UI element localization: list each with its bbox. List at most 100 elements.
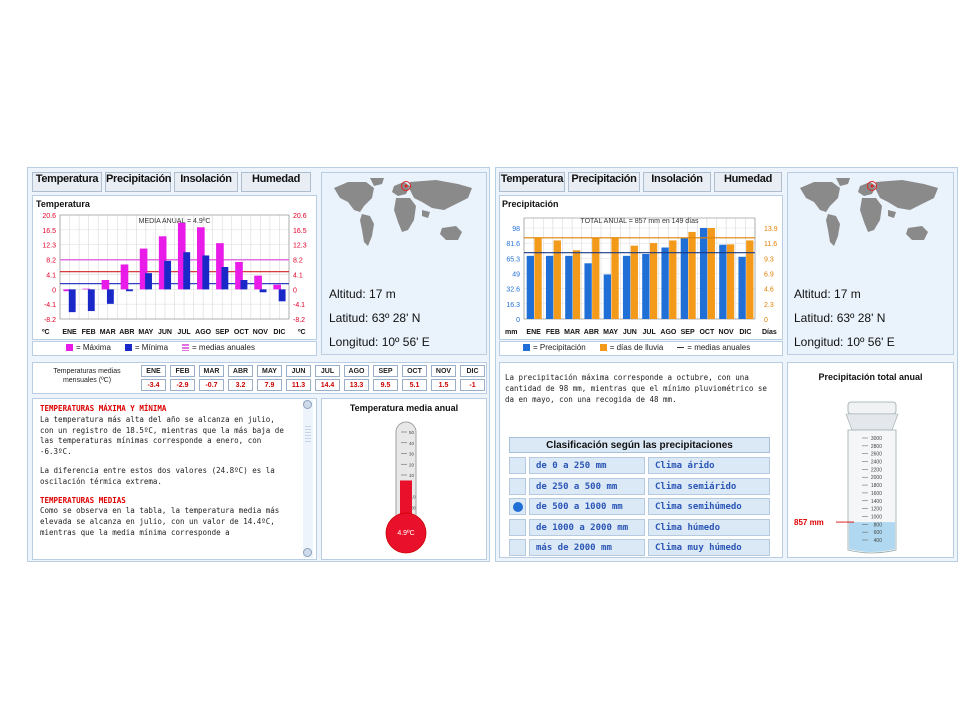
map-landmass bbox=[800, 182, 840, 212]
plot-frame bbox=[59, 214, 290, 320]
world-map bbox=[326, 176, 482, 254]
table-month-value: 3.2 bbox=[228, 379, 253, 391]
tab-temperatura[interactable]: Temperatura bbox=[32, 172, 102, 192]
bar-minima bbox=[68, 289, 76, 313]
table-month-value: 13.3 bbox=[344, 379, 369, 391]
map-landmass bbox=[334, 182, 374, 212]
classification-climate: Clima semihúmedo bbox=[648, 498, 770, 515]
table-month-header: ABR bbox=[228, 365, 253, 377]
gauge-tick-label: 800 bbox=[874, 522, 883, 528]
classification-radio[interactable] bbox=[509, 518, 526, 536]
x-tick-label: JUL bbox=[643, 329, 657, 336]
tab-precipitacion-right[interactable]: Precipitación bbox=[568, 172, 640, 192]
altitude-label-right: Altitud: 17 m bbox=[794, 287, 861, 301]
map-landmass bbox=[370, 178, 384, 186]
longitude-label-right: Longitud: 10º 56' E bbox=[794, 335, 895, 349]
heading-max-min: TEMPERATURAS MÁXIMA Y MÍNIMA bbox=[40, 404, 167, 413]
paragraph-max-min: La temperatura más alta del año se alcan… bbox=[40, 414, 284, 457]
bar-dias-lluvia bbox=[649, 243, 658, 319]
precipitation-legend-items: = Precipitación = días de lluvia = media… bbox=[523, 343, 750, 352]
x-tick-label: MAY bbox=[603, 329, 618, 336]
classification-radio[interactable] bbox=[509, 498, 526, 515]
thermometer-bulb bbox=[385, 512, 427, 554]
bar-dias-lluvia bbox=[726, 244, 735, 319]
x-tick-label: JUL bbox=[177, 329, 191, 336]
tab-temperatura-right[interactable]: Temperatura bbox=[499, 172, 565, 192]
y-tick-right: 12.3 bbox=[293, 243, 307, 250]
monthly-table-label: Temperaturas medias mensuales (ºC) bbox=[53, 368, 121, 384]
y-tick-right: 0 bbox=[764, 317, 768, 324]
x-tick-label: MAY bbox=[138, 329, 153, 336]
precipitation-chart-title: Precipitación bbox=[502, 199, 559, 209]
tab-insolacion[interactable]: Insolación bbox=[174, 172, 238, 192]
bar-precipitacion bbox=[661, 247, 669, 319]
table-month-header: SEP bbox=[373, 365, 398, 377]
legend-dias-lluvia: = días de lluvia bbox=[599, 343, 663, 352]
bar-precipitacion bbox=[642, 254, 650, 319]
gauge-tick-label: 1400 bbox=[871, 499, 882, 505]
map-landmass bbox=[422, 210, 430, 218]
temperature-legend bbox=[32, 341, 317, 356]
map-landmass bbox=[860, 198, 882, 232]
classification-radio[interactable] bbox=[509, 539, 526, 556]
precipitation-legend bbox=[499, 341, 783, 356]
y-unit-left: mm bbox=[505, 329, 517, 336]
classification-range: más de 2000 mm bbox=[529, 539, 645, 556]
gauge-tick-label: 2200 bbox=[871, 467, 882, 473]
bar-minima bbox=[240, 280, 248, 290]
scroll-thumb[interactable] bbox=[305, 426, 311, 442]
y-tick-right: 11.6 bbox=[764, 241, 777, 248]
tab-insolacion-right[interactable]: Insolación bbox=[643, 172, 711, 192]
classification-title: Clasificación según las precipitaciones bbox=[509, 437, 770, 453]
table-month-header: FEB bbox=[170, 365, 195, 377]
gauge-tick-label: 2600 bbox=[871, 452, 882, 458]
bar-dias-lluvia bbox=[669, 240, 677, 319]
x-tick-label: ABR bbox=[584, 329, 599, 336]
thermometer: 50403020100-10-20-304.9ºC bbox=[385, 421, 427, 554]
map-landmass bbox=[360, 214, 374, 246]
legend-precipitacion: = Precipitación bbox=[523, 343, 586, 352]
classification-climate: Clima árido bbox=[648, 457, 770, 474]
gauge-tick-label: 1200 bbox=[871, 507, 882, 513]
bar-minima bbox=[278, 289, 286, 302]
text-scrollbar[interactable] bbox=[303, 400, 313, 558]
classification-radio[interactable] bbox=[509, 477, 526, 495]
y-tick-left: 49 bbox=[512, 272, 520, 279]
x-tick-label: OCT bbox=[699, 329, 715, 336]
bar-precipitacion bbox=[680, 238, 689, 319]
table-month-value: 5.1 bbox=[402, 379, 427, 391]
legend-medias: = medias anuales bbox=[182, 343, 255, 352]
plot-frame bbox=[523, 217, 756, 320]
table-month-header: OCT bbox=[402, 365, 427, 377]
y-tick-left: 0 bbox=[52, 287, 56, 294]
tab-humedad[interactable]: Humedad bbox=[241, 172, 311, 192]
y-tick-left: 65.3 bbox=[506, 256, 520, 263]
bar-maxima bbox=[216, 243, 224, 290]
x-tick-label: JUN bbox=[158, 329, 172, 336]
y-tick-right: 4.6 bbox=[764, 287, 774, 294]
table-month-value: -3.4 bbox=[141, 379, 166, 391]
scroll-up-button[interactable] bbox=[303, 400, 312, 409]
annual-annotation: MEDIA ANUAL = 4.9ºC bbox=[139, 218, 211, 225]
bar-dias-lluvia bbox=[534, 237, 542, 319]
gauge-funnel bbox=[845, 413, 899, 431]
gauge-tick-label: 1000 bbox=[871, 514, 882, 520]
table-month-value: -2.9 bbox=[170, 379, 195, 391]
gauge-tick-label: 2000 bbox=[871, 475, 882, 481]
tab-precipitacion[interactable]: Precipitación bbox=[105, 172, 171, 192]
bar-minima bbox=[106, 289, 114, 304]
classification-radio[interactable] bbox=[509, 457, 526, 474]
bar-maxima bbox=[63, 289, 72, 292]
heading-medias: TEMPERATURAS MEDIAS bbox=[40, 495, 126, 505]
x-tick-label: ENE bbox=[62, 329, 77, 336]
tab-humedad-right[interactable]: Humedad bbox=[714, 172, 782, 192]
bar-dias-lluvia bbox=[707, 228, 715, 319]
bar-precipitacion bbox=[565, 255, 573, 319]
scroll-down-button[interactable] bbox=[303, 548, 312, 557]
table-month-value: 11.3 bbox=[286, 379, 311, 391]
thermometer-tick-label: 10 bbox=[409, 473, 415, 478]
y-tick-right: 13.9 bbox=[764, 226, 778, 233]
y-tick-left: 16.3 bbox=[506, 302, 520, 309]
bar-precipitacion bbox=[738, 256, 746, 319]
y-tick-right: 4.1 bbox=[293, 272, 303, 279]
